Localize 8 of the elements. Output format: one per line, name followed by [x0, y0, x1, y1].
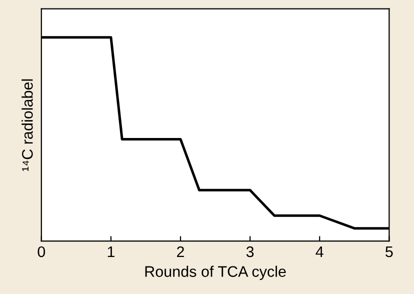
x-tick-label: 4: [316, 246, 324, 258]
x-tick-label: 0: [38, 246, 46, 258]
x-axis-title: Rounds of TCA cycle: [145, 266, 286, 280]
y-axis-title: ¹⁴C radiolabel: [22, 79, 33, 171]
x-tick-label: 3: [246, 246, 254, 258]
x-tick-label: 2: [177, 246, 184, 258]
x-tick-label: 1: [108, 246, 114, 258]
x-tick-label: 5: [386, 246, 393, 258]
